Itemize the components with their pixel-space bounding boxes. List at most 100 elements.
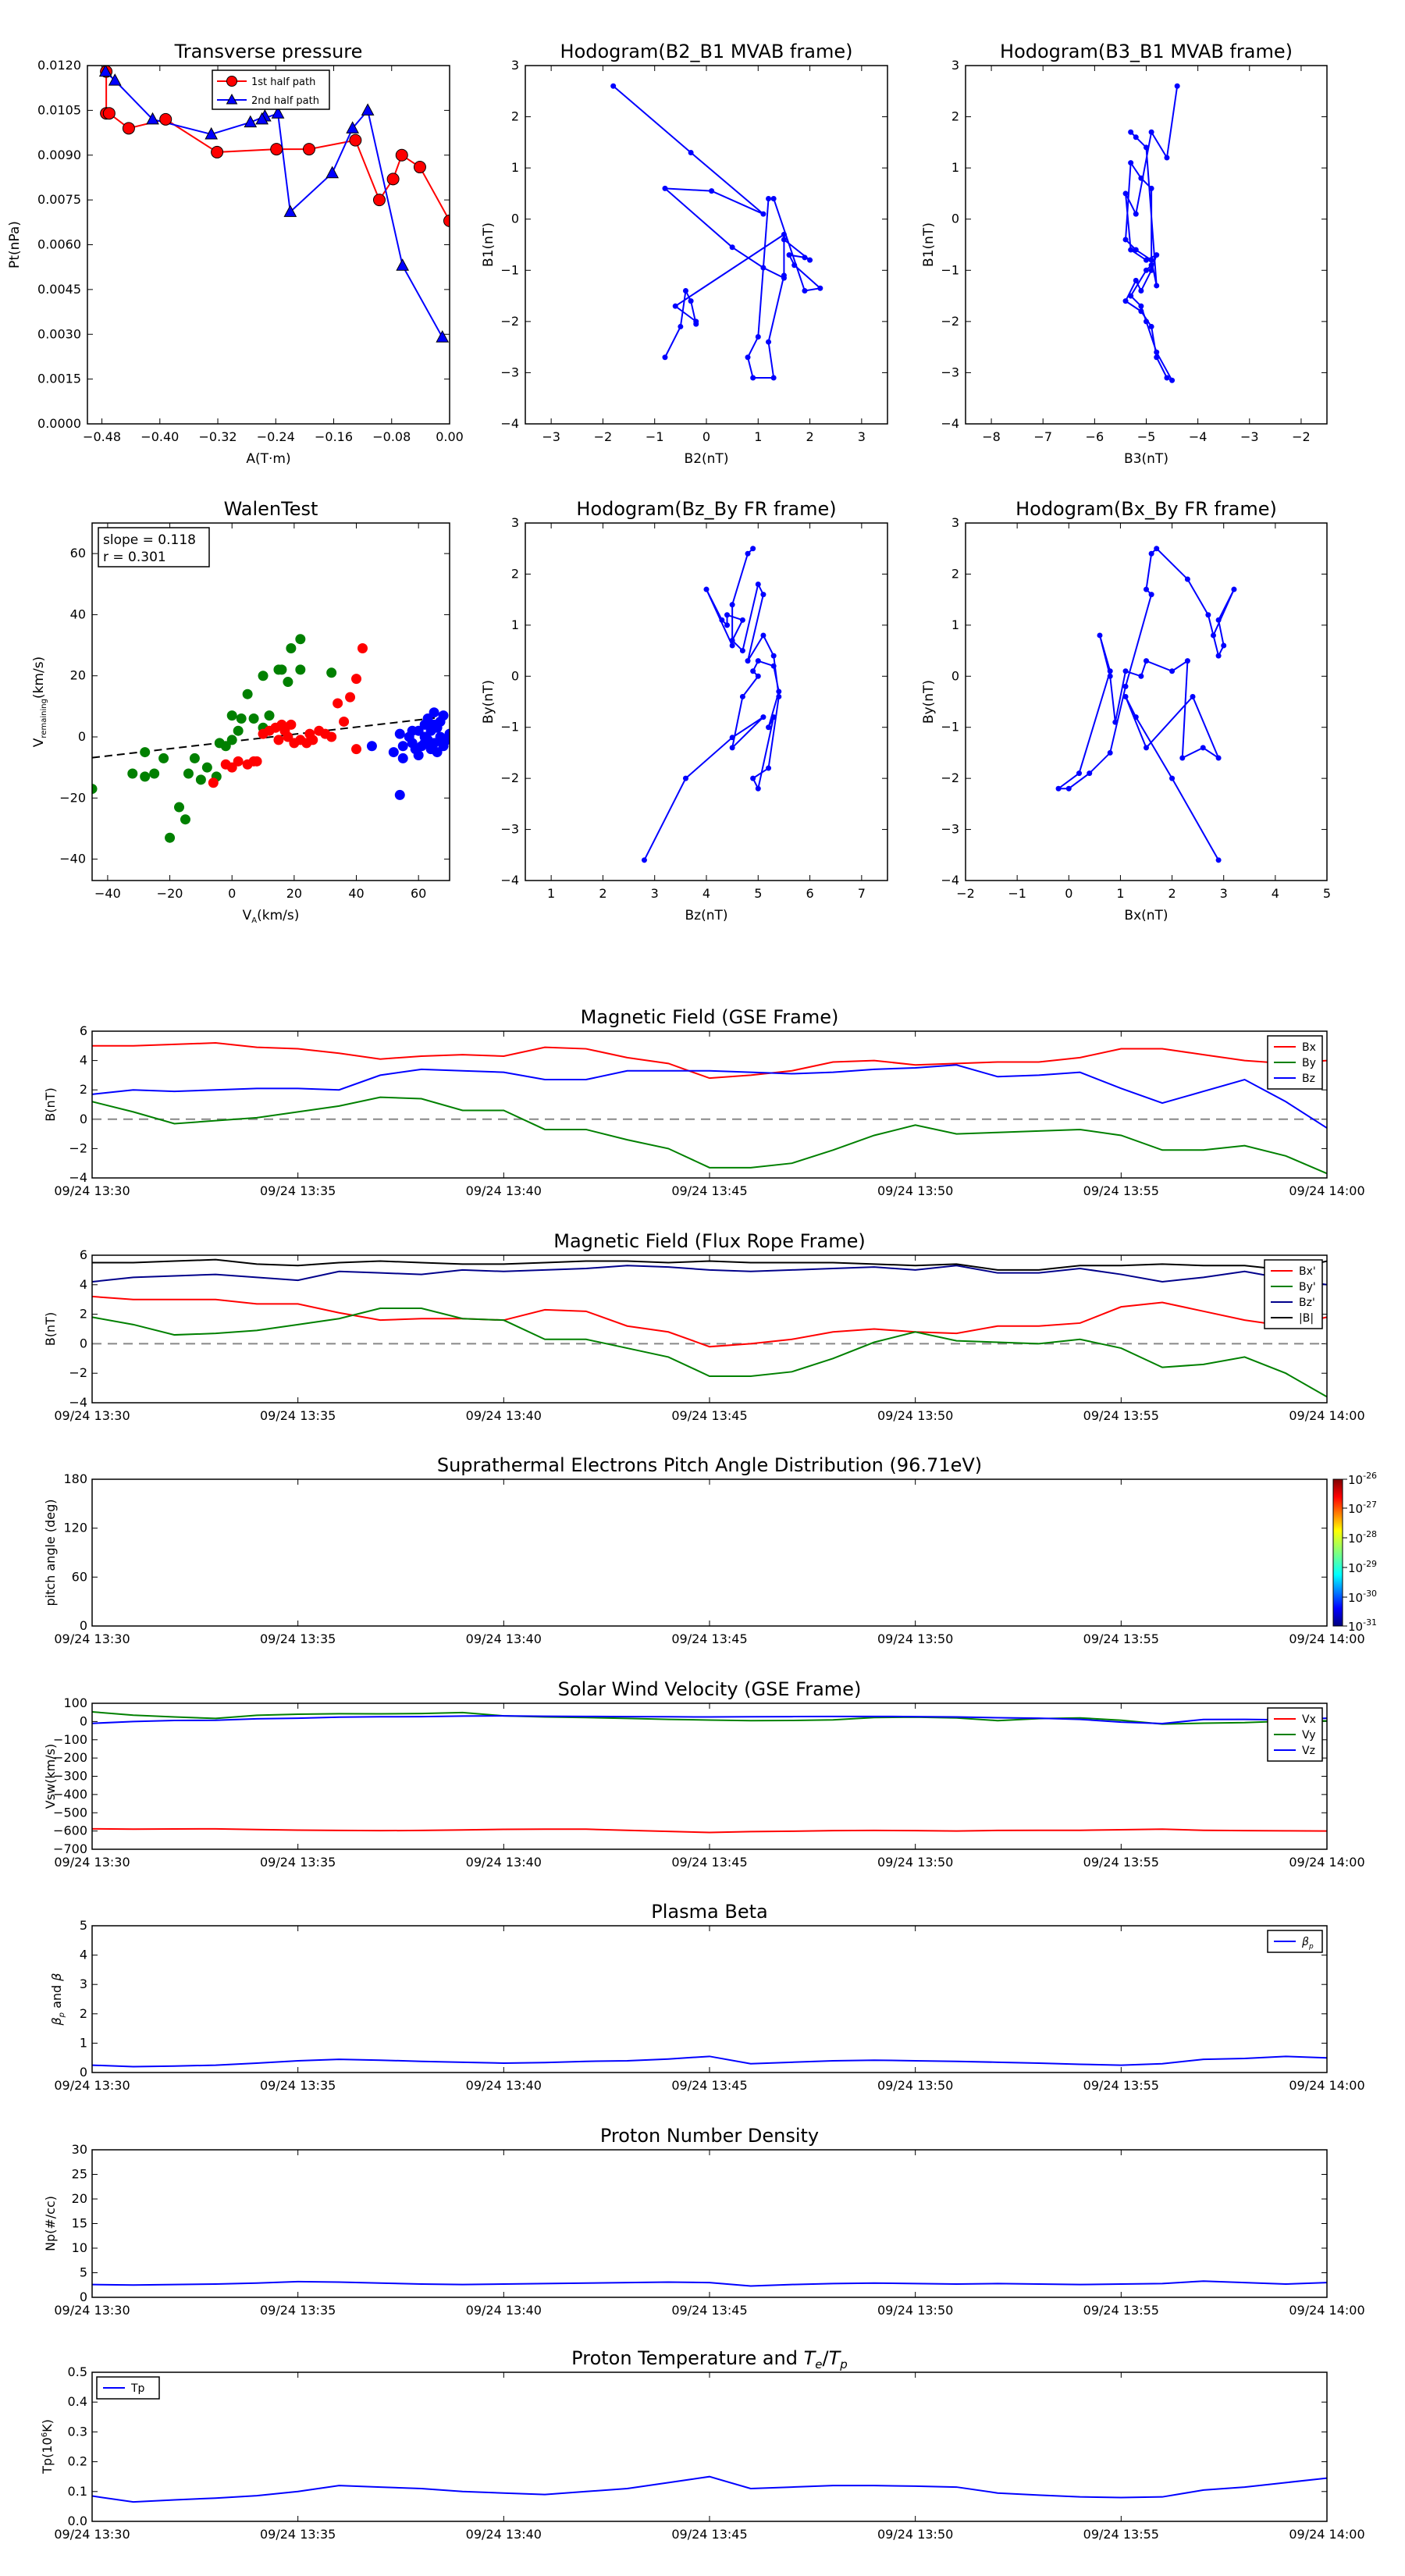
data-point [270,143,283,156]
y-tick-label: 25 [72,2167,87,2182]
y-tick-label: 2 [951,109,959,124]
scatter-point-green [165,832,176,843]
solar_wind-plot-area [92,1710,1327,1834]
mag_gse-title: Magnetic Field (GSE Frame) [581,1006,839,1028]
y-tick-label: 4 [80,1053,87,1068]
data-point [1179,755,1186,761]
scatter-point-blue [397,753,408,763]
hodo_bz_by-panel: Hodogram(Bz_By FR frame) 1 2 3 4 5 6 7 −4 −3 −2 −1 0… [481,498,887,923]
x-tick-label: −0.08 [372,429,411,444]
data-point [159,112,173,126]
data-point [770,663,777,669]
data-point [1184,576,1190,582]
walen_test-title: WalenTest [224,498,318,520]
data-point [750,668,756,674]
x-tick-label: 09/24 13:45 [671,1855,747,1870]
y-tick-label: 60 [70,546,86,560]
legend-label: Bx' [1299,1265,1316,1278]
data-point [1122,237,1129,243]
scatter-point-green [140,771,151,782]
y-tick-label: 2 [511,109,519,124]
proton_temp-panel: 0.0 0.1 0.2 0.3 0.4 0.5 09/24 13:30 09/24 13:35… [40,2347,1365,2542]
solar_wind-title: Solar Wind Velocity (GSE Frame) [558,1678,862,1700]
legend-label: By' [1299,1281,1316,1293]
x-tick-label: 60 [411,886,426,901]
data-point [1144,144,1149,151]
data-point [413,161,426,174]
x-tick-label: 09/24 13:55 [1083,1183,1159,1198]
fit-line [92,715,450,759]
data-point [719,617,725,623]
x-tick-label: 5 [754,886,762,901]
y-tick-label: 2 [951,566,959,581]
y-tick-label: 0 [951,212,959,226]
x-tick-label: −0.48 [83,429,121,444]
annotation-box: slope = 0.118 r = 0.301 [98,527,210,568]
data-point [641,857,647,863]
y-tick-label: 5 [80,1918,87,1933]
data-point [729,745,735,751]
transverse_pressure-title: Transverse pressure [174,41,363,62]
x-tick-label: −2 [1292,429,1311,444]
data-point [361,103,375,116]
y-tick-label: −300 [53,1769,87,1784]
x-tick-label: −4 [1189,429,1208,444]
scatter-point-green [295,634,306,645]
x-tick-label: 0.00 [436,429,464,444]
data-point [1210,632,1216,639]
y-tick-label: 0.0030 [37,326,81,341]
data-point [739,617,745,623]
x-tick-label: −6 [1086,429,1104,444]
x-tick-label: 0 [702,429,710,444]
x-tick-label: −0.32 [199,429,237,444]
proton_density-title: Proton Number Density [600,2125,819,2147]
data-point [739,648,745,654]
x-tick-label: 4 [702,886,710,901]
y-tick-label: −2 [941,770,959,785]
scatter-point-red [208,777,219,788]
scatter-point-green [283,677,293,688]
y-tick-label: −600 [53,1823,87,1838]
data-point [395,148,408,162]
scatter-point-blue [432,747,443,758]
y-tick-label: −2 [69,1365,87,1380]
colorbar-bar [1332,1478,1343,1627]
data-point [729,637,735,643]
data-point [682,288,688,294]
data-point [760,592,767,598]
scatter-point-blue [366,741,377,752]
y-tick-label: −1 [941,262,959,277]
hodo_b2_b1-axes-frame [525,65,888,425]
scatter-point-green [258,671,269,681]
y-tick-label: −200 [53,1750,87,1765]
data-point [1164,375,1170,381]
x-tick-label: −2 [594,429,613,444]
data-point [755,334,761,340]
series-line-2nd-half-path [105,70,443,338]
data-point [724,612,731,618]
scatter-point-red [345,692,356,703]
y-tick-label: 2 [511,566,519,581]
x-tick-label: −5 [1137,429,1156,444]
y-tick-label: −40 [59,852,86,866]
legend-label: Bz' [1299,1297,1315,1309]
solar_wind-ylabel: Vsw(km/s) [43,1744,58,1809]
y-tick-label: 1 [80,2035,87,2050]
x-tick-label: 09/24 13:40 [466,1183,542,1198]
data-point [755,673,761,679]
y-tick-label: 0.3 [68,2424,87,2439]
x-tick-label: 09/24 13:40 [466,2078,542,2093]
y-tick-label: 1 [511,160,519,175]
data-point [1076,770,1083,777]
legend-label: By [1302,1057,1316,1069]
x-tick-label: 1 [754,429,762,444]
series-line-Vx [92,1827,1327,1834]
x-tick-label: 0 [228,886,236,901]
y-tick-label: 4 [80,1948,87,1962]
x-tick-label: −1 [646,429,664,444]
x-tick-label: −20 [157,886,183,901]
data-point [688,149,694,155]
data-point [1128,247,1134,253]
data-point [755,658,761,664]
x-tick-label: 09/24 13:40 [466,1408,542,1423]
